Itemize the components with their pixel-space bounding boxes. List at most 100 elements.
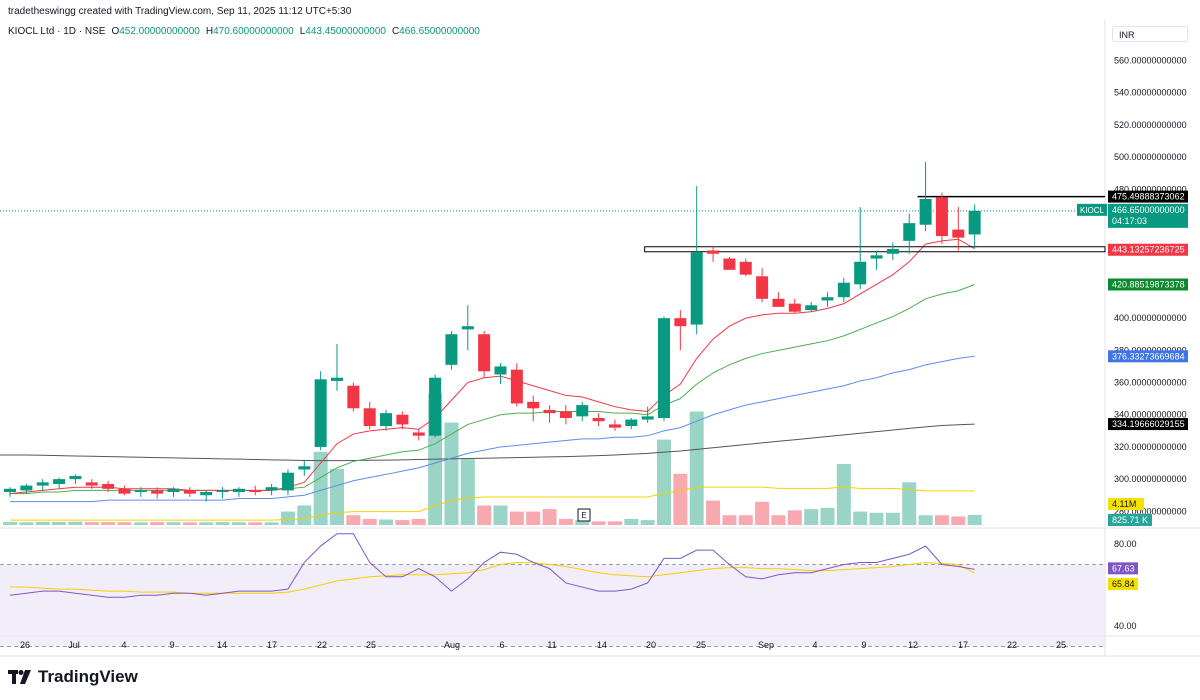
volume-bar bbox=[722, 515, 737, 525]
candle-body bbox=[658, 318, 670, 418]
ema-mid-tag-text: 420.88519873378 bbox=[1112, 279, 1185, 289]
candle-body bbox=[756, 276, 769, 299]
volume-bar bbox=[362, 518, 377, 525]
time-tick-label: 25 bbox=[366, 640, 376, 650]
volume-bar bbox=[591, 521, 606, 525]
volume-bar bbox=[885, 512, 900, 525]
volume-bar bbox=[820, 507, 835, 525]
rsi-tick-label: 40.00 bbox=[1114, 621, 1137, 631]
volume-bar bbox=[460, 459, 475, 525]
candle-body bbox=[314, 379, 327, 447]
low-label: L bbox=[299, 26, 306, 37]
candle-body bbox=[200, 492, 213, 496]
candle-body bbox=[919, 199, 932, 225]
volume-bar bbox=[35, 521, 50, 525]
tradingview-logo[interactable]: TradingView bbox=[8, 667, 138, 687]
close-label: C bbox=[391, 26, 400, 37]
volume-bar bbox=[836, 464, 851, 525]
earnings-marker-label: E bbox=[581, 511, 586, 520]
symbol-legend: KIOCL Ltd · 1D · NSE O452.00000000000 H4… bbox=[8, 26, 480, 37]
volume-bar bbox=[215, 522, 230, 525]
candle-body bbox=[380, 413, 393, 427]
volume-bar bbox=[853, 511, 868, 525]
candle-body bbox=[510, 369, 523, 404]
time-tick-label: 20 bbox=[646, 640, 656, 650]
volume-bar bbox=[395, 520, 410, 525]
volume-bar bbox=[738, 515, 753, 525]
candle-body bbox=[36, 482, 49, 486]
candle-body bbox=[445, 334, 458, 365]
volume-bar bbox=[166, 522, 181, 525]
symbol-title[interactable]: KIOCL Ltd · 1D · NSE bbox=[8, 26, 106, 37]
volume-bar bbox=[313, 451, 328, 525]
volume-bar bbox=[542, 509, 557, 525]
volume-ma-tag-text: 4.11M bbox=[1112, 499, 1136, 509]
time-tick-label: 17 bbox=[958, 640, 968, 650]
support-zone bbox=[644, 246, 1106, 253]
candle-body bbox=[821, 297, 834, 301]
volume-bar bbox=[330, 468, 344, 525]
volume-bar bbox=[101, 522, 116, 525]
candle-body bbox=[412, 432, 425, 436]
price-tick-label: 500.00000000000 bbox=[1114, 152, 1187, 162]
candle-body bbox=[347, 385, 360, 409]
volume-bar bbox=[280, 511, 295, 525]
candle-body bbox=[331, 377, 343, 381]
candle-body bbox=[674, 318, 687, 327]
time-tick-label: 22 bbox=[1007, 640, 1017, 650]
currency-selector[interactable]: INR bbox=[1112, 26, 1188, 42]
time-tick-label: 11 bbox=[547, 640, 556, 650]
candle-body bbox=[854, 261, 867, 285]
volume-bar bbox=[3, 521, 17, 525]
volume-bar bbox=[673, 473, 688, 525]
volume-bar bbox=[248, 522, 263, 525]
volume-bar bbox=[346, 515, 361, 525]
resistance-tag bbox=[1108, 190, 1188, 203]
volume-bar bbox=[68, 521, 83, 525]
ema-slow-tag-text: 376.33273669684 bbox=[1112, 351, 1185, 361]
candle-body bbox=[216, 490, 229, 493]
earnings-marker bbox=[577, 508, 591, 522]
volume-bar bbox=[52, 521, 67, 525]
candle-body bbox=[952, 229, 965, 238]
symbol-tag bbox=[1077, 203, 1107, 216]
ema-fast-line bbox=[9, 238, 975, 495]
candle-body bbox=[608, 424, 621, 428]
symbol-tag-text: KIOCL bbox=[1080, 206, 1105, 215]
candle-body bbox=[363, 408, 376, 427]
volume-bar bbox=[117, 522, 132, 525]
ema-mid-line bbox=[10, 284, 975, 495]
price-tick-label: 360.00000000000 bbox=[1114, 378, 1187, 388]
last-price-value: 466.65000000000 bbox=[1112, 205, 1185, 215]
candle-body bbox=[118, 488, 131, 494]
volume-bar bbox=[706, 500, 721, 525]
sma-long-line bbox=[10, 423, 975, 462]
candle-body bbox=[690, 252, 703, 325]
time-tick-label: Jul bbox=[68, 640, 80, 650]
volume-bar bbox=[771, 515, 786, 525]
rsi-tick-label: 80.00 bbox=[1114, 539, 1137, 549]
volume-bar bbox=[689, 411, 704, 525]
candle-body bbox=[20, 485, 33, 491]
rsi-band bbox=[0, 564, 1105, 647]
last-price-tag bbox=[1108, 203, 1188, 228]
volume-bar bbox=[509, 511, 524, 525]
price-tick-label: 300.00000000000 bbox=[1114, 474, 1187, 484]
ema-mid-tag bbox=[1108, 278, 1188, 291]
tradingview-logo-icon bbox=[8, 670, 31, 684]
high-value: 470.60000000000 bbox=[213, 26, 294, 37]
price-tick-label: 320.00000000000 bbox=[1114, 442, 1187, 452]
ema-slow-line bbox=[10, 355, 975, 503]
candle-body bbox=[249, 490, 262, 493]
candle-body bbox=[102, 483, 115, 489]
time-tick-label: 14 bbox=[217, 640, 227, 650]
candle-body bbox=[576, 405, 589, 417]
volume-bar bbox=[264, 522, 279, 525]
candle-body bbox=[543, 409, 556, 414]
sma-long-tag-text: 334.19666029155 bbox=[1112, 419, 1185, 429]
candle-body bbox=[167, 488, 180, 493]
volume-bar bbox=[199, 522, 214, 525]
candle-body bbox=[968, 210, 981, 235]
volume-bar bbox=[657, 439, 671, 525]
